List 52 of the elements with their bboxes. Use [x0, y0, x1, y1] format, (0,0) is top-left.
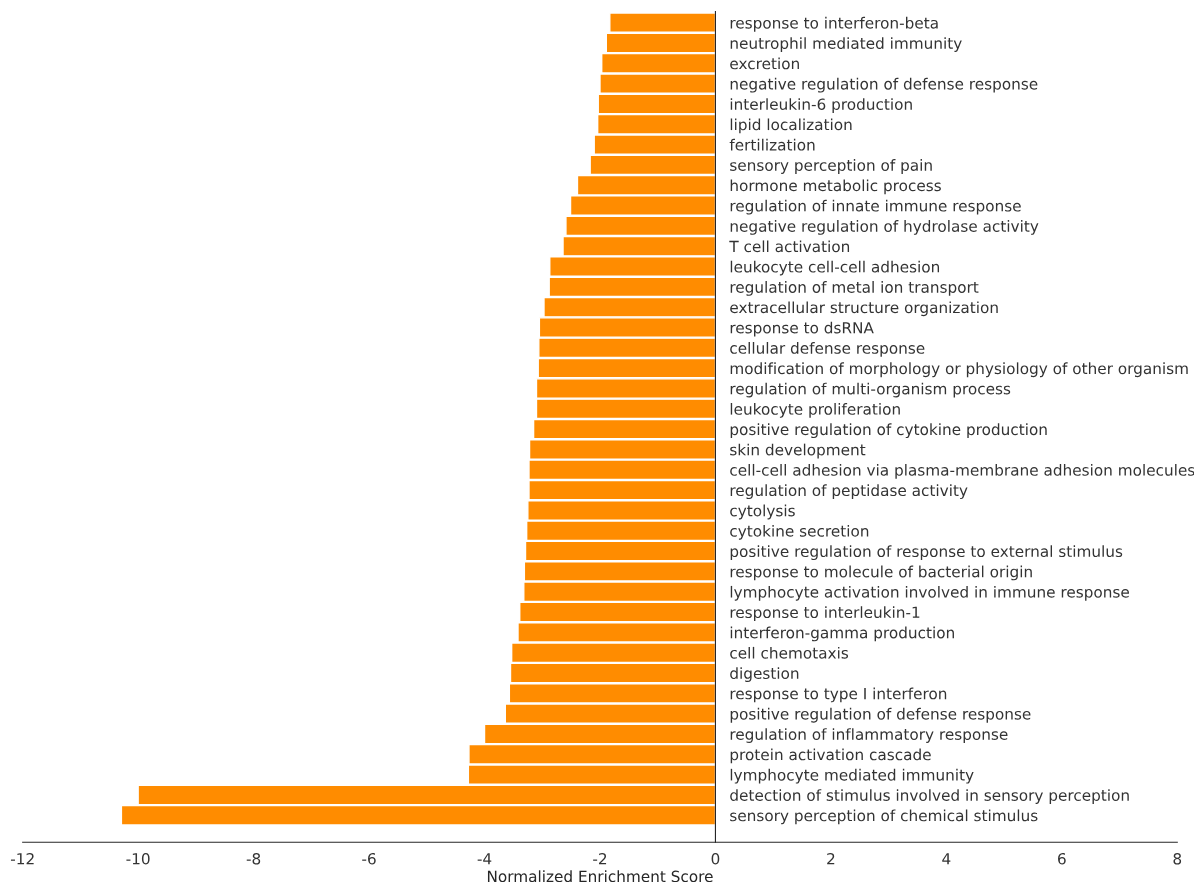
y-tick-label: detection of stimulus involved in sensory perception: [730, 789, 1129, 804]
y-tick-label: neutrophil mediated immunity: [730, 37, 962, 52]
x-tick-label: -4: [477, 853, 492, 865]
x-tick-label: -2: [593, 853, 607, 865]
y-tick-label: excretion: [730, 57, 799, 70]
x-tick-label: 2: [827, 853, 835, 865]
y-tick-label: sensory perception of pain: [730, 159, 932, 174]
x-tick-label: -12: [10, 853, 34, 865]
y-tick-label: extracellular structure organization: [730, 301, 998, 317]
y-tick-label: interleukin-6 production: [730, 98, 912, 113]
x-tick-label: -10: [126, 853, 150, 865]
y-tick-label: cytolysis: [730, 504, 795, 520]
y-tick-label: regulation of multi-organism process: [730, 382, 1011, 398]
x-tick-label: 6: [1058, 853, 1066, 865]
y-tick-label: hormone metabolic process: [730, 179, 941, 195]
x-tick-label: 0: [711, 853, 720, 865]
y-tick-label: cytokine secretion: [730, 524, 869, 540]
y-tick-label: leukocyte cell-cell adhesion: [730, 260, 940, 276]
y-tick-label: positive regulation of cytokine production: [730, 423, 1047, 439]
y-tick-label: sensory perception of chemical stimulus: [730, 809, 1038, 825]
y-tick-label: regulation of peptidase activity: [730, 484, 968, 500]
x-tick-label: 4: [942, 853, 951, 865]
y-tick-label: regulation of metal ion transport: [730, 281, 979, 296]
y-tick-label: protein activation cascade: [730, 748, 931, 764]
y-tick-label: lymphocyte mediated immunity: [730, 768, 974, 784]
y-tick-label: digestion: [730, 667, 799, 682]
y-tick-label: negative regulation of defense response: [730, 77, 1038, 93]
x-tick-label: -6: [362, 853, 376, 865]
y-tick-label: interferon-gamma production: [730, 626, 954, 642]
y-tick-label: T cell activation: [729, 240, 850, 253]
y-tick-label: modification of morphology or physiology of other organism: [730, 362, 1188, 378]
y-tick-label: fertilization: [729, 138, 815, 151]
y-tick-label: response to dsRNA: [730, 321, 874, 337]
y-tick-label: lipid localization: [730, 118, 852, 134]
y-tick-label: cell-cell adhesion via plasma-membrane adhesion molecules: [730, 463, 1194, 479]
y-tick-label: response to type I interferon: [730, 687, 947, 703]
y-tick-label: response to interferon-beta: [730, 16, 938, 32]
x-axis-title: Normalized Enrichment Score: [487, 870, 713, 882]
y-tick-label: cell chemotaxis: [730, 646, 849, 659]
y-tick-label: response to molecule of bacterial origin: [730, 565, 1032, 581]
y-tick-label: regulation of inflammatory response: [730, 728, 1008, 743]
x-tick-label: -8: [246, 853, 261, 865]
y-tick-label: leukocyte proliferation: [730, 403, 900, 418]
y-tick-label: skin development: [730, 443, 866, 459]
y-tick-label: positive regulation of defense response: [730, 707, 1031, 723]
y-tick-label: negative regulation of hydrolase activity: [730, 220, 1039, 235]
y-tick-label: lymphocyte activation involved in immune response: [730, 585, 1129, 601]
y-tick-label: regulation of innate immune response: [730, 199, 1021, 215]
y-tick-label: response to interleukin-1: [730, 606, 920, 622]
x-tick-label: 8: [1173, 853, 1182, 865]
y-tick-label: cellular defense response: [730, 342, 925, 357]
y-tick-label: positive regulation of response to external stimulus: [730, 545, 1123, 561]
